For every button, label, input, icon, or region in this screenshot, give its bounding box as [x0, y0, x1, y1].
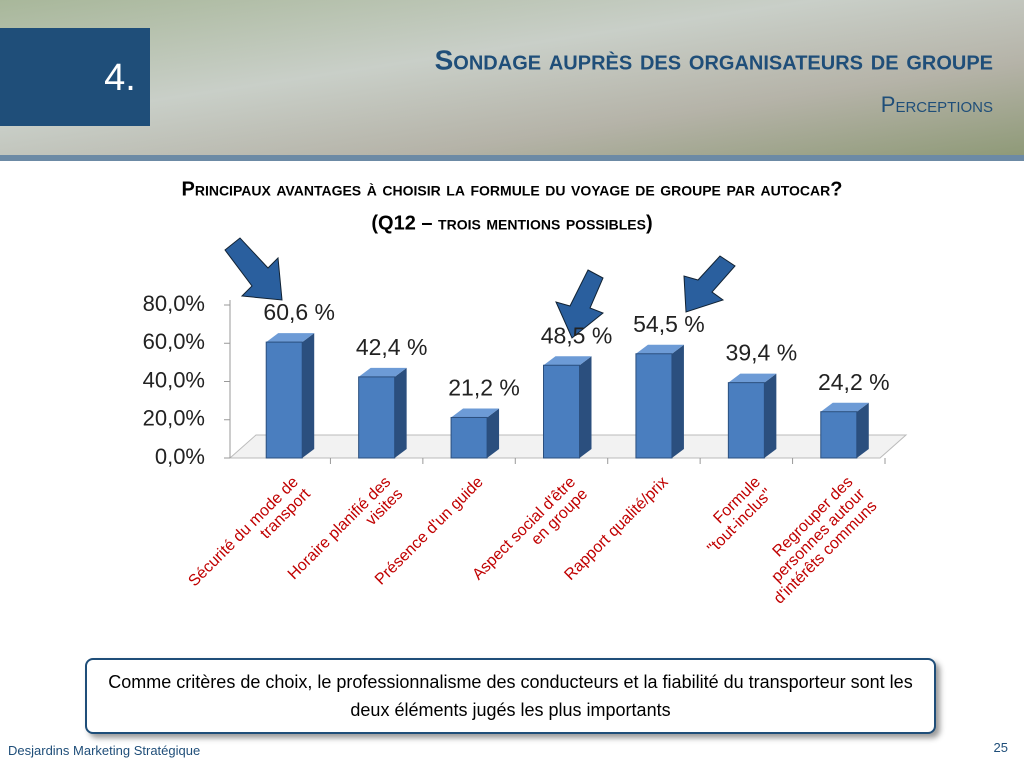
slide-title: Sondage auprès des organisateurs de grou…: [435, 44, 993, 75]
chart-title: Principaux avantages à choisir la formul…: [182, 178, 843, 200]
bar-side: [671, 344, 684, 458]
arrow: [683, 255, 736, 313]
arrow: [555, 269, 604, 339]
x-tick-label: Sécurité du mode de transport: [186, 473, 315, 602]
bar-top: [451, 408, 500, 418]
callout: Comme critères de choix, le professionna…: [85, 658, 936, 734]
bar-side: [394, 367, 407, 458]
value-label: 21,2 %: [448, 375, 520, 401]
bar: [820, 411, 858, 459]
value-label: 54,5 %: [633, 311, 705, 337]
value-label: 48,5 %: [541, 322, 613, 348]
slide-subtitle: Perceptions: [881, 92, 993, 117]
bar-top: [728, 373, 777, 383]
label-line: Aspect social d'être: [470, 474, 580, 584]
bar-side: [487, 408, 500, 458]
value-label: 60,6 %: [263, 299, 335, 325]
bar-side: [856, 402, 869, 458]
bar: [265, 341, 303, 459]
label-line: Sécurité du mode de: [186, 474, 303, 591]
y-tick-label: 20,0%: [143, 406, 205, 431]
bar-top: [543, 356, 592, 366]
bar-side: [302, 333, 315, 458]
bar: [727, 382, 765, 459]
x-tick-label: Formule "tout-inclus": [689, 474, 776, 561]
bar: [543, 364, 580, 459]
bar-top: [358, 367, 407, 377]
number-box: [0, 28, 150, 126]
page-number: 25: [993, 740, 1008, 755]
bar-top: [266, 333, 315, 343]
bar-side: [764, 373, 777, 458]
value-label: 39,4 %: [726, 340, 798, 366]
bar-side: [579, 356, 592, 458]
arrows: [224, 237, 736, 339]
header-photo: [0, 0, 1024, 155]
y-tick-label: 40,0%: [143, 367, 205, 392]
header-strip: [0, 155, 1024, 161]
value-label: 42,4 %: [356, 334, 428, 360]
bar: [450, 416, 488, 459]
footer-source: Desjardins Marketing Stratégique: [8, 743, 201, 758]
arrow: [224, 237, 283, 301]
y-tick-label: 80,0%: [143, 291, 205, 316]
bar-top: [635, 344, 684, 354]
value-label: 24,2 %: [818, 369, 890, 395]
y-tick-label: 60,0%: [143, 329, 205, 354]
bar: [635, 353, 673, 459]
slide-number: 4.: [104, 57, 136, 99]
chart-subtitle: (Q12 – trois mentions possibles): [371, 212, 652, 234]
bar: [358, 376, 396, 459]
bar-top: [820, 402, 869, 412]
y-tick-label: 0,0%: [155, 444, 205, 469]
